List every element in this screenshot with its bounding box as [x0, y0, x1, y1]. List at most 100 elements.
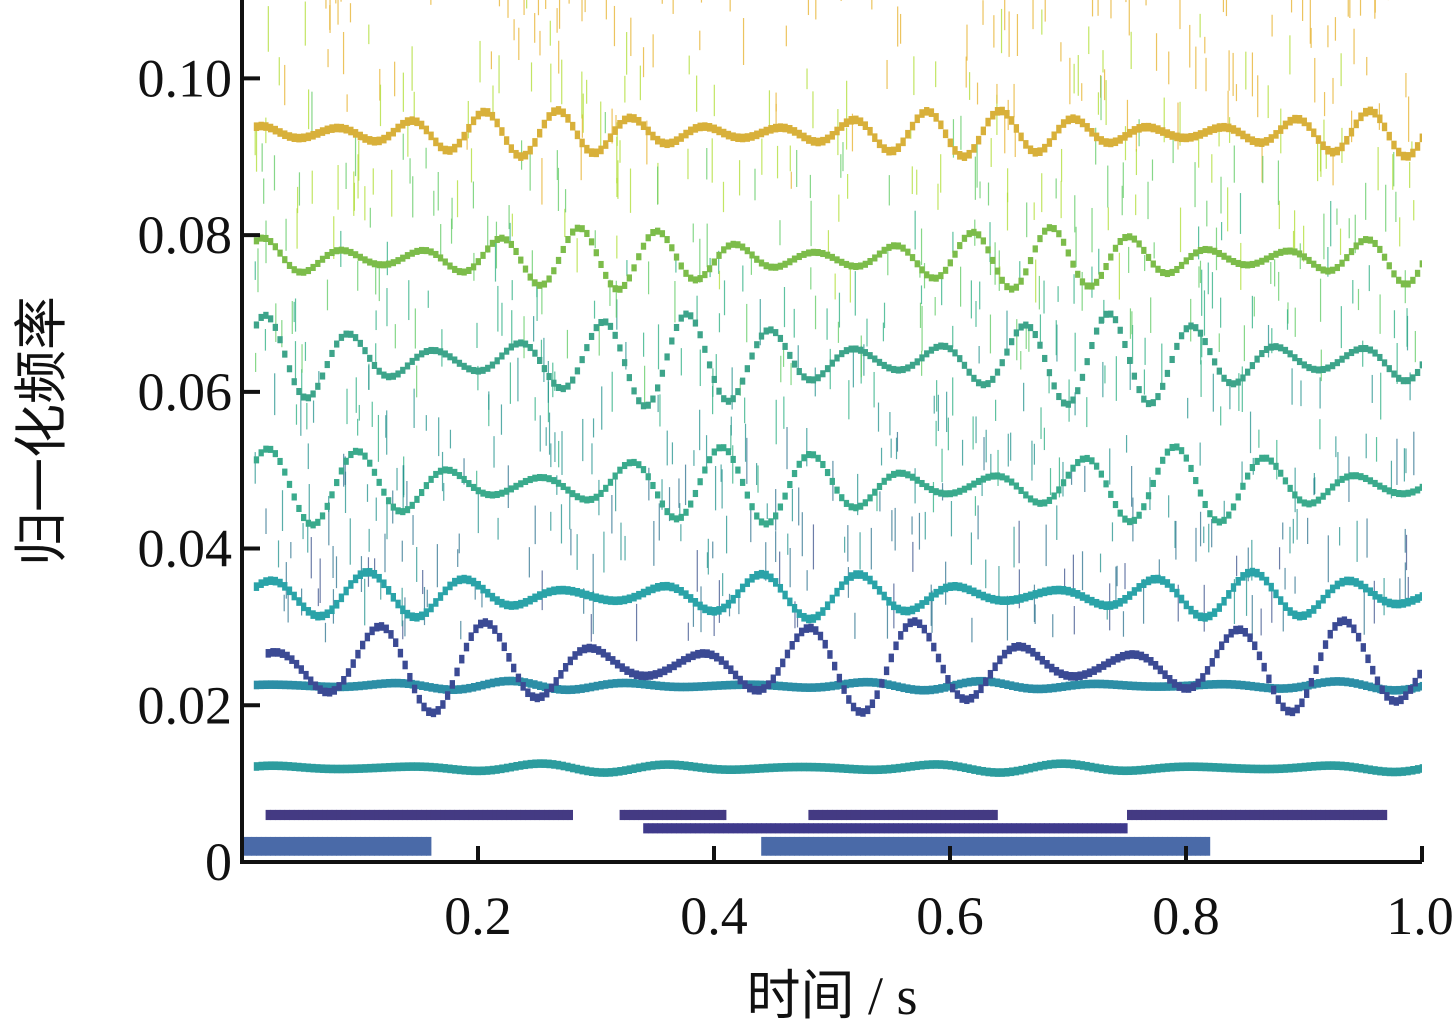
track-cell — [924, 685, 930, 695]
track-cell — [1027, 257, 1034, 265]
track-cell — [898, 809, 904, 821]
track-cell — [1127, 518, 1133, 526]
track-cell — [428, 346, 434, 354]
track-cell — [1070, 114, 1076, 123]
track-cell — [1405, 152, 1411, 161]
track-cell — [1122, 681, 1128, 690]
track-cell — [1296, 809, 1303, 821]
track-cell — [421, 702, 427, 712]
track-cell — [1141, 809, 1147, 821]
noise-speckle — [355, 377, 357, 413]
track-cell — [992, 809, 998, 821]
track-cell — [702, 466, 708, 474]
track-cell — [1145, 682, 1152, 691]
track-cell — [796, 683, 802, 692]
track-cell — [787, 597, 793, 607]
noise-speckle — [1174, 520, 1176, 548]
track-cell — [496, 632, 503, 642]
track-cell — [1360, 643, 1366, 652]
track-cell — [607, 596, 614, 605]
track-cell — [900, 244, 906, 252]
track-cell — [744, 578, 750, 587]
noise-speckle — [498, 0, 501, 7]
track-cell — [990, 256, 996, 264]
track-cell — [768, 573, 774, 583]
track-cell — [315, 764, 321, 773]
track-cell — [1245, 133, 1251, 143]
track-cell — [1108, 490, 1114, 498]
track-cell — [725, 680, 732, 690]
track-cell — [853, 678, 859, 688]
track-cell — [1363, 681, 1369, 690]
track-cell — [829, 131, 835, 140]
track-cell — [725, 448, 732, 456]
track-cell — [1216, 250, 1222, 258]
track-cell — [324, 609, 330, 619]
noise-speckle — [646, 120, 648, 165]
noise-speckle — [968, 72, 971, 100]
track-cell — [728, 665, 734, 675]
noise-speckle — [1294, 467, 1296, 513]
track-cell — [475, 110, 481, 120]
track-cell — [369, 626, 375, 636]
track-cell — [836, 836, 843, 856]
track-cell — [867, 677, 873, 687]
track-cell — [862, 677, 868, 687]
track-cell — [1410, 766, 1416, 775]
noise-speckle — [1177, 102, 1179, 150]
track-cell — [1160, 382, 1166, 390]
track-cell — [1188, 464, 1194, 472]
noise-speckle — [1368, 265, 1370, 292]
track-cell — [1282, 120, 1289, 130]
track-cell — [1068, 823, 1074, 834]
track-cell — [942, 342, 949, 350]
noise-speckle — [1125, 435, 1128, 453]
track-cell — [570, 121, 576, 131]
track-cell — [808, 823, 814, 834]
track-cell — [352, 334, 359, 342]
track-cell — [997, 836, 1003, 856]
track-cell — [1016, 836, 1022, 856]
noise-speckle — [993, 15, 995, 48]
track-cell — [1084, 761, 1090, 771]
track-cell — [503, 487, 510, 495]
noise-speckle — [311, 170, 313, 204]
noise-speckle — [796, 609, 799, 628]
track-cell — [966, 677, 972, 687]
track-cell — [676, 658, 682, 668]
noise-speckle — [1073, 274, 1075, 304]
track-cell — [1268, 809, 1274, 821]
noise-speckle — [611, 108, 613, 144]
track-cell — [565, 586, 571, 595]
noise-speckle — [827, 230, 830, 258]
noise-speckle — [755, 463, 758, 486]
track-cell — [411, 684, 418, 694]
track-cell — [1155, 574, 1161, 584]
track-cell — [499, 677, 505, 686]
track-cell — [1098, 679, 1104, 689]
track-cell — [1018, 132, 1024, 142]
noise-speckle — [1218, 123, 1220, 147]
track-cell — [1405, 489, 1411, 497]
track-cell — [263, 311, 269, 319]
noise-speckle — [582, 418, 584, 462]
track-cell — [876, 358, 883, 366]
track-cell — [395, 762, 401, 772]
track-cell — [600, 648, 607, 658]
track-cell — [862, 499, 868, 507]
track-cell — [560, 482, 566, 491]
track-cell — [282, 680, 288, 690]
track-cell — [452, 143, 458, 153]
track-cell — [1339, 677, 1345, 686]
track-cell — [1070, 588, 1076, 597]
track-cell — [381, 579, 387, 589]
track-cell — [1089, 341, 1095, 350]
track-cell — [801, 250, 807, 258]
track-cell — [709, 650, 715, 660]
track-cell — [1358, 473, 1364, 481]
track-cell — [277, 128, 283, 137]
noise-speckle — [1332, 77, 1334, 104]
track-cell — [924, 596, 930, 605]
track-cell — [419, 611, 425, 621]
noise-speckle — [1220, 406, 1222, 426]
